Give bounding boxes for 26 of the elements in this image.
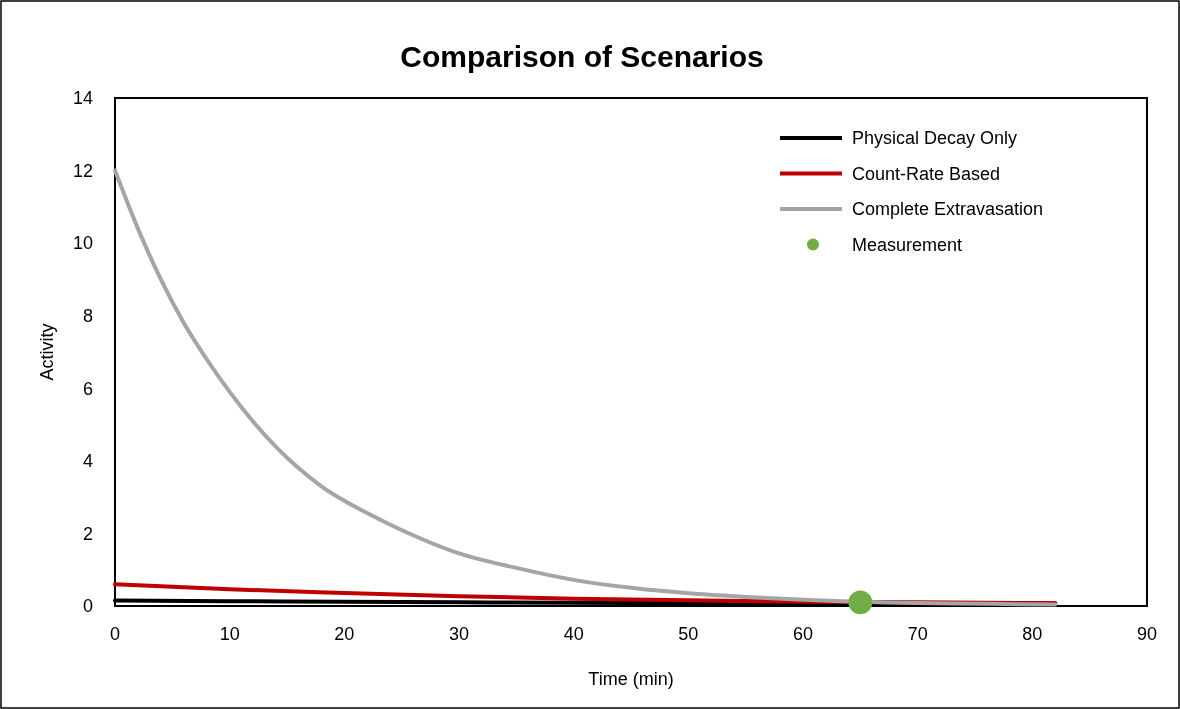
legend-label: Measurement [852,234,963,255]
x-tick-label: 80 [1022,624,1043,644]
y-tick-label: 8 [82,306,93,327]
x-tick-label: 20 [334,624,355,644]
y-tick-label: 0 [82,596,93,617]
legend-label: Count-Rate Based [852,163,1001,184]
y-tick-label: 14 [72,88,93,109]
x-tick-label: 50 [678,624,699,644]
x-tick-label: 70 [907,624,928,644]
y-tick-label: 2 [82,523,93,544]
x-tick-label: 40 [563,624,584,644]
legend-label: Physical Decay Only [852,128,1018,149]
y-axis-title: Activity [37,323,57,381]
y-tick-label: 6 [82,378,93,399]
x-tick-label: 30 [448,624,470,644]
x-tick-label: 60 [792,624,814,644]
y-tick-label: 10 [72,233,93,254]
x-axis-title: Time (min) [588,669,674,689]
x-tick-label: 0 [109,624,121,644]
x-tick-label: 10 [219,624,240,644]
chart-title: Comparison of Scenarios [400,40,764,73]
y-tick-label: 4 [82,451,93,472]
legend-label: Complete Extravasation [852,199,1044,220]
line-series [113,168,1058,607]
y-tick-label: 12 [72,160,93,181]
x-tick-label: 90 [1136,624,1158,644]
